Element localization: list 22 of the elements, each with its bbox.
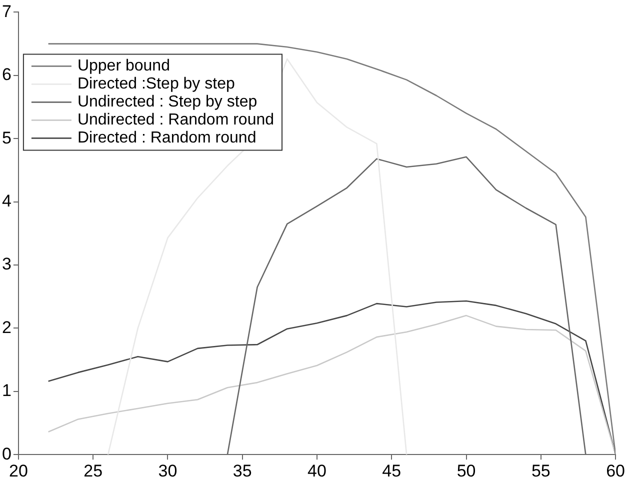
y-tick-label: 2	[2, 318, 12, 337]
legend-label: Undirected : Step by step	[77, 94, 258, 111]
y-tick-label: 3	[2, 254, 12, 274]
x-tick-label: 25	[84, 461, 103, 480]
y-tick-label: 4	[2, 191, 12, 210]
x-tick-label: 55	[531, 461, 550, 480]
y-tick-label: 7	[2, 2, 12, 21]
y-tick-label: 6	[2, 65, 12, 84]
legend-label: Directed : Random round	[77, 130, 256, 147]
y-tick-label: 0	[2, 444, 12, 464]
x-tick-label: 60	[606, 461, 626, 480]
x-tick-label: 30	[158, 461, 178, 480]
y-tick-label: 5	[2, 128, 12, 148]
x-tick-label: 40	[308, 461, 326, 480]
y-tick-label: 1	[2, 381, 12, 400]
x-tick-label: 20	[8, 461, 28, 480]
legend-label: Undirected : Random round	[77, 112, 274, 129]
legend-label: Upper bound	[77, 58, 170, 75]
x-tick-label: 35	[232, 461, 252, 480]
x-tick-label: 50	[456, 461, 476, 480]
legend-label: Directed :Step by step	[77, 76, 235, 93]
x-tick-label: 45	[382, 461, 402, 480]
